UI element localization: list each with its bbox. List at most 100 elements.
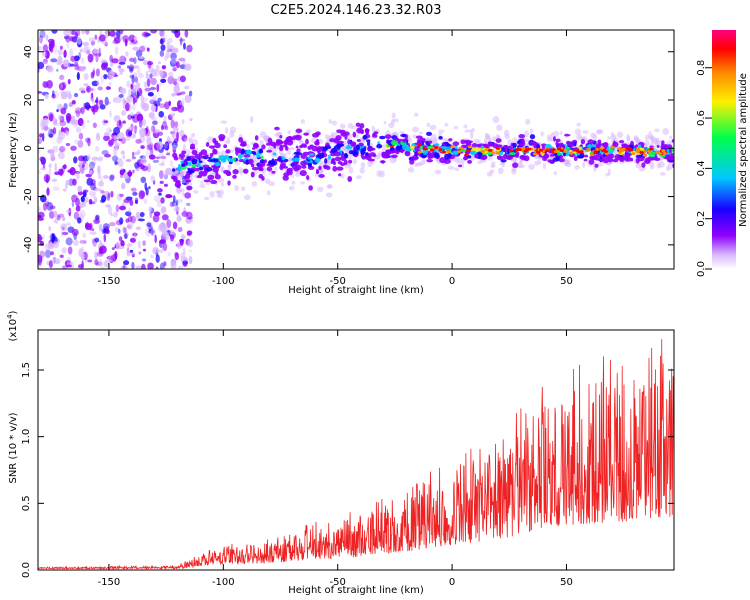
heatmap-peak-point (568, 151, 574, 155)
heatmap-noise-point (60, 107, 67, 115)
heatmap-noise-point (188, 90, 193, 97)
heatmap-ridge-point (379, 160, 386, 164)
heatmap-ridge-point (566, 140, 571, 145)
heatmap-noise-point (59, 254, 64, 259)
snr-y-tick-label: 1.0 (21, 429, 32, 445)
heatmap-noise-point (150, 30, 158, 34)
heatmap-noise-point (187, 239, 194, 248)
heatmap-noise-point (147, 60, 152, 69)
heatmap-noise-point (160, 78, 167, 83)
heatmap-noise-point (122, 97, 126, 106)
heatmap-ridge-point (209, 152, 214, 158)
heatmap-halo-point (454, 167, 460, 172)
heatmap-halo-point (371, 125, 376, 133)
heatmap-ridge-point (555, 141, 559, 146)
heatmap-ridge-point (385, 149, 392, 155)
heatmap-noise-point (158, 110, 165, 118)
heatmap-ridge-point (356, 138, 361, 143)
heatmap-ridge-point (228, 161, 233, 165)
heatmap-peak-point (464, 153, 469, 157)
heatmap-noise-point (71, 228, 79, 237)
heatmap-halo-point (607, 168, 611, 176)
heatmap-noise-point (38, 90, 43, 94)
heatmap-ridge-point (245, 149, 252, 156)
heatmap-peak-point (631, 152, 636, 156)
heatmap-noise-point (94, 187, 102, 192)
heatmap-ridge-point (316, 146, 323, 153)
chart-title: C2E5.2024.146.23.32.R03 (270, 3, 441, 18)
heatmap-halo-point (385, 130, 390, 136)
heatmap-halo-point (576, 122, 581, 127)
heatmap-noise-point (147, 163, 152, 173)
heatmap-noise-point (75, 30, 81, 37)
heatmap-halo-point (317, 186, 324, 193)
heatmap-noise-point (165, 140, 172, 144)
heatmap-noise-point (170, 261, 177, 269)
heatmap-noise-point (80, 65, 86, 73)
heatmap-noise-point (94, 34, 98, 40)
heatmap-noise-point (159, 155, 167, 159)
heatmap-noise-point (48, 41, 55, 47)
heatmap-noise-point (59, 74, 65, 81)
heatmap-noise-point (169, 201, 175, 207)
heatmap-halo-point (300, 181, 305, 185)
heatmap-noise-point (181, 234, 186, 240)
heatmap-ridge-point (661, 140, 665, 145)
heatmap-ridge-point (290, 163, 294, 167)
heatmap-noise-point (87, 137, 91, 147)
heatmap-halo-point (658, 161, 665, 168)
heatmap-halo-point (331, 120, 338, 126)
snr-plot-area (38, 330, 674, 570)
heatmap-halo-point (497, 167, 504, 175)
heatmap-noise-point (113, 135, 118, 141)
heatmap-ridge-point (355, 144, 361, 151)
heatmap-ridge-point (352, 142, 356, 147)
heatmap-noise-point (95, 132, 101, 142)
heatmap-noise-point (77, 185, 83, 193)
heatmap-ridge-point (381, 151, 386, 158)
heatmap-noise-point (122, 120, 127, 124)
heatmap-noise-point (137, 218, 146, 222)
heatmap-peak-point (490, 151, 496, 155)
heatmap-ridge-point (459, 149, 467, 153)
heatmap-noise-point (80, 90, 86, 94)
heatmap-noise-point (131, 104, 136, 111)
heatmap-noise-point (65, 130, 70, 136)
heatmap-noise-point (164, 125, 169, 131)
heatmap-noise-point (119, 71, 123, 75)
heatmap-noise-point (89, 231, 97, 235)
heatmap-noise-point (81, 260, 84, 269)
heatmap-halo-point (300, 119, 305, 124)
heatmap-ridge-point (476, 144, 482, 148)
heatmap-halo-point (207, 136, 215, 143)
heatmap-noise-point (83, 73, 89, 81)
heatmap-noise-point (90, 182, 97, 191)
spectrogram-panel: -150 -100 -50 0 50 -40 -20 0 20 40 Height of str… (8, 29, 675, 296)
heatmap-noise-point (62, 265, 68, 269)
heatmap-noise-point (60, 127, 65, 133)
heatmap-noise-point (151, 125, 156, 133)
heatmap-noise-point (188, 255, 193, 265)
heatmap-y-ticks: -40 -20 0 20 40 (23, 45, 674, 253)
heatmap-noise-point (140, 263, 146, 269)
heatmap-noise-point (149, 254, 154, 259)
heatmap-noise-point (39, 30, 46, 39)
heatmap-ridge-point (419, 137, 426, 142)
heatmap-noise-point (121, 182, 126, 190)
heatmap-noise-point (85, 30, 90, 35)
heatmap-noise-point (38, 259, 42, 266)
heatmap-noise-point (61, 231, 69, 236)
heatmap-halo-point (593, 167, 597, 172)
heatmap-halo-point (644, 134, 650, 141)
heatmap-ridge-point (405, 151, 409, 154)
heatmap-ridge-point (338, 173, 342, 177)
heatmap-noise-point (158, 192, 162, 196)
heatmap-ridge-point (260, 155, 264, 159)
heatmap-noise-point (80, 57, 85, 64)
heatmap-noise-point (133, 232, 137, 240)
heatmap-noise-point (178, 265, 184, 269)
heatmap-noise-point (74, 107, 82, 114)
heatmap-noise-point (69, 63, 75, 67)
heatmap-noise-point (89, 190, 94, 197)
heatmap-noise-point (143, 198, 148, 204)
